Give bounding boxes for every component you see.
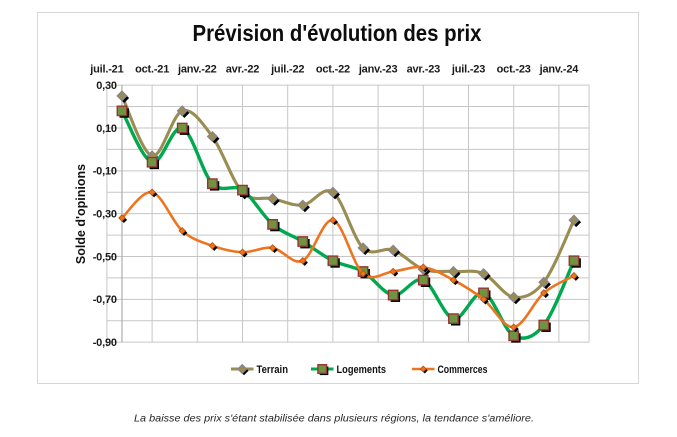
marker-terrain bbox=[357, 242, 369, 254]
marker-terrain bbox=[267, 193, 279, 205]
x-tick-label: oct.-21 bbox=[135, 64, 169, 76]
marker-commerces bbox=[570, 272, 578, 280]
series-line-terrain bbox=[120, 94, 576, 300]
marker-logements bbox=[387, 289, 399, 301]
x-tick-label: avr.-23 bbox=[407, 64, 441, 76]
legend-marker-commerces bbox=[419, 365, 427, 373]
marker-logements bbox=[116, 105, 128, 117]
legend-item-commerces: Commerces bbox=[412, 364, 488, 376]
marker-logements bbox=[508, 330, 520, 342]
marker-logements bbox=[237, 184, 248, 196]
x-tick-label: janv.-22 bbox=[177, 64, 217, 76]
marker-logements bbox=[538, 319, 550, 331]
y-tick-label: -0,30 bbox=[93, 209, 117, 221]
marker-logements bbox=[417, 274, 429, 286]
marker-commerces bbox=[540, 289, 548, 297]
x-axis-labels: juil.-21 oct.-21 janv.-22 avr.-22 juil.-22 oc… bbox=[89, 64, 579, 76]
x-tick-label: oct.-23 bbox=[497, 64, 531, 76]
marker-logements bbox=[568, 255, 580, 267]
marker-commerces bbox=[359, 269, 367, 278]
series-commerces bbox=[118, 188, 580, 333]
marker-commerces bbox=[419, 263, 428, 271]
chart-title: Prévision d'évolution des prix bbox=[193, 20, 482, 46]
marker-commerces bbox=[509, 323, 518, 331]
x-tick-label: janv.-24 bbox=[539, 64, 580, 76]
marker-shadow bbox=[211, 244, 218, 251]
x-tick-label: janv.-23 bbox=[358, 64, 398, 76]
marker-terrain bbox=[538, 276, 550, 288]
y-tick-label: -0,50 bbox=[93, 251, 117, 263]
legend: Terrain Logements Commerces bbox=[231, 363, 488, 376]
series-layer bbox=[116, 90, 582, 343]
marker-logements bbox=[297, 236, 309, 247]
legend-marker-terrain bbox=[237, 363, 248, 375]
y-tick-label: 0,10 bbox=[96, 123, 117, 135]
marker-commerces bbox=[389, 267, 397, 276]
marker-logements bbox=[206, 178, 218, 190]
marker-terrain bbox=[568, 214, 580, 226]
marker-commerces bbox=[329, 216, 337, 224]
y-tick-label: -0,10 bbox=[93, 166, 117, 178]
x-tick-label: juil.-21 bbox=[89, 64, 123, 76]
marker-logements bbox=[327, 255, 339, 267]
marker-terrain bbox=[176, 105, 188, 117]
legend-label-commerces: Commerces bbox=[438, 364, 488, 376]
y-axis-title: Solde d'opinions bbox=[74, 164, 88, 264]
marker-terrain bbox=[116, 90, 128, 102]
y-tick-label: 0,30 bbox=[96, 80, 117, 92]
marker-commerces bbox=[299, 257, 307, 265]
caption: La baisse des prix s'étant stabilisée da… bbox=[134, 414, 534, 425]
legend-marker-logements bbox=[317, 363, 328, 375]
marker-terrain bbox=[327, 186, 339, 198]
y-tick-label: -0,70 bbox=[93, 294, 117, 306]
marker-logements bbox=[176, 122, 188, 134]
marker-commerces bbox=[178, 227, 186, 235]
marker-commerces bbox=[449, 276, 458, 284]
legend-item-logements: Logements bbox=[311, 364, 386, 376]
legend-item-terrain: Terrain bbox=[231, 363, 289, 376]
x-tick-label: juil.-23 bbox=[451, 64, 485, 76]
x-tick-label: juil.-22 bbox=[270, 64, 304, 76]
marker-commerces bbox=[268, 244, 277, 252]
marker-logements bbox=[146, 156, 158, 168]
marker-commerces bbox=[479, 295, 488, 304]
marker-logements bbox=[267, 218, 279, 230]
marker-commerces bbox=[148, 188, 156, 197]
marker-terrain bbox=[508, 291, 520, 303]
x-tick-label: avr.-22 bbox=[226, 64, 260, 76]
legend-label-logements: Logements bbox=[337, 364, 387, 376]
marker-terrain bbox=[206, 130, 218, 143]
marker-terrain bbox=[477, 268, 490, 280]
legend-label-terrain: Terrain bbox=[257, 364, 289, 376]
gridlines bbox=[106, 84, 590, 347]
x-tick-label: oct.-22 bbox=[316, 64, 350, 76]
marker-terrain bbox=[387, 244, 399, 256]
y-tick-label: -0,90 bbox=[93, 337, 117, 349]
marker-commerces bbox=[118, 214, 126, 222]
marker-commerces bbox=[238, 248, 247, 256]
marker-commerces bbox=[208, 242, 217, 250]
marker-terrain bbox=[297, 199, 309, 211]
marker-logements bbox=[448, 313, 459, 325]
series-line-commerces bbox=[120, 190, 576, 329]
series-logements bbox=[116, 105, 581, 343]
marker-shadow bbox=[542, 291, 549, 299]
y-axis-labels: 0,30 0,10 -0,10 -0,30 -0,50 -0,70 -0,90 bbox=[93, 80, 117, 349]
